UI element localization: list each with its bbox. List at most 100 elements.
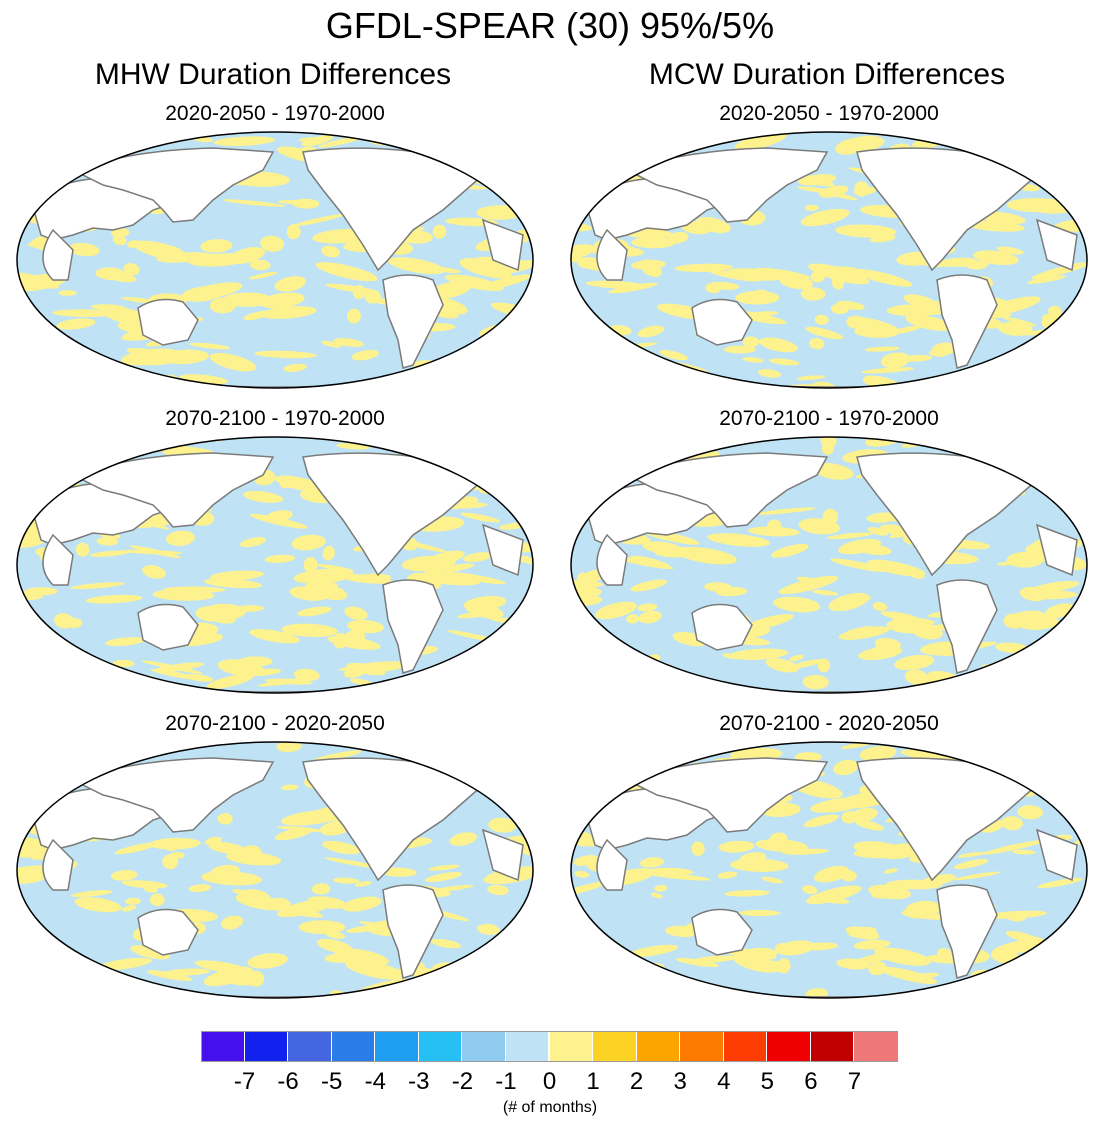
anomaly-patch	[989, 685, 1030, 693]
land-mass	[596, 228, 628, 281]
anomaly-patch	[17, 205, 31, 221]
anomaly-patch	[291, 534, 326, 551]
anomaly-patch	[1017, 615, 1059, 630]
anomaly-patch	[630, 579, 668, 592]
anomaly-patch	[424, 871, 463, 883]
anomaly-patch	[217, 659, 265, 677]
anomaly-patch	[315, 262, 378, 282]
anomaly-patch	[874, 637, 901, 651]
colorbar-box	[593, 1031, 637, 1062]
anomaly-patch	[579, 349, 630, 361]
anomaly-patch	[239, 889, 271, 905]
anomaly-patch	[17, 458, 30, 473]
anomaly-patch	[1034, 642, 1067, 658]
anomaly-patch	[575, 378, 637, 387]
anomaly-patch	[639, 857, 665, 868]
land-mass	[137, 603, 199, 651]
colorbar-tick-label: -6	[277, 1068, 299, 1095]
anomaly-patch	[804, 204, 819, 212]
anomaly-patch	[74, 897, 122, 913]
anomaly-patch	[50, 451, 64, 466]
anomaly-patch	[51, 380, 72, 388]
anomaly-patch	[347, 308, 361, 324]
anomaly-patch	[571, 946, 593, 956]
anomaly-patch	[32, 958, 66, 969]
anomaly-patch	[368, 132, 399, 140]
anomaly-patch	[152, 589, 215, 601]
anomaly-patch	[17, 155, 49, 163]
anomaly-patch	[194, 960, 250, 974]
colorbar-tick-label: -2	[451, 1068, 474, 1095]
anomaly-patch	[808, 263, 870, 285]
anomaly-patch	[867, 527, 889, 536]
anomaly-patch	[208, 841, 246, 854]
anomaly-patch	[279, 478, 297, 489]
anomaly-patch	[168, 742, 196, 744]
anomaly-patch	[488, 817, 517, 833]
anomaly-patch	[239, 537, 267, 548]
anomaly-patch	[170, 851, 185, 859]
anomaly-patch	[17, 844, 51, 858]
panel-subtitle: 2070-2100 - 2020-2050	[719, 712, 939, 735]
anomaly-patch	[997, 362, 1056, 377]
anomaly-patch	[146, 970, 193, 981]
anomaly-patch	[779, 275, 814, 290]
anomaly-patch	[627, 944, 679, 958]
anomaly-patch	[254, 350, 317, 359]
anomaly-patch	[883, 868, 898, 874]
land-mass	[42, 838, 74, 891]
anomaly-patch	[483, 346, 505, 353]
anomaly-patch	[608, 282, 658, 294]
anomaly-patch	[571, 374, 616, 379]
anomaly-patch	[1033, 671, 1072, 682]
anomaly-patch	[17, 652, 59, 665]
colorbar-tick-label: 2	[629, 1068, 644, 1095]
anomaly-patch	[248, 271, 278, 280]
anomaly-patch	[761, 876, 784, 884]
anomaly-patch	[325, 283, 380, 294]
anomaly-patch	[49, 349, 92, 363]
land-mass	[596, 533, 628, 586]
anomaly-patch	[468, 979, 528, 998]
colorbar-box	[636, 1031, 681, 1062]
anomaly-patch	[740, 311, 779, 318]
anomaly-patch	[298, 920, 346, 935]
anomaly-patch	[17, 135, 51, 152]
anomaly-patch	[468, 441, 482, 448]
anomaly-patch	[260, 306, 317, 319]
anomaly-patch	[459, 437, 478, 442]
anomaly-patch	[861, 367, 915, 374]
anomaly-patch	[874, 947, 931, 966]
anomaly-patch	[423, 563, 475, 575]
map-border	[570, 741, 1088, 999]
anomaly-patch	[514, 438, 533, 451]
anomaly-patch	[613, 373, 648, 381]
anomaly-patch	[123, 263, 140, 276]
anomaly-patch	[496, 948, 519, 956]
anomaly-patch	[1027, 275, 1066, 284]
anomaly-patch	[638, 610, 662, 624]
anomaly-patch	[975, 437, 1036, 450]
anomaly-patch	[90, 304, 126, 311]
colorbar-tick-label: -7	[233, 1068, 256, 1095]
anomaly-patch	[33, 160, 64, 167]
land-mass	[137, 298, 199, 346]
anomaly-patch	[571, 656, 591, 672]
anomaly-patch	[17, 471, 76, 488]
anomaly-patch	[52, 309, 115, 318]
anomaly-patch	[351, 349, 379, 361]
anomaly-patch	[222, 199, 286, 207]
anomaly-patch	[802, 674, 829, 690]
anomaly-patch	[504, 936, 533, 955]
anomaly-patch	[297, 606, 332, 617]
anomaly-patch	[868, 961, 887, 976]
anomaly-patch	[957, 851, 987, 858]
anomaly-patch	[809, 338, 825, 350]
anomaly-patch	[654, 884, 668, 892]
anomaly-patch	[414, 380, 452, 388]
anomaly-patch	[260, 235, 285, 252]
anomaly-patch	[277, 826, 325, 832]
anomaly-patch	[773, 596, 821, 613]
colorbar-box	[723, 1031, 768, 1062]
anomaly-patch	[98, 957, 152, 970]
